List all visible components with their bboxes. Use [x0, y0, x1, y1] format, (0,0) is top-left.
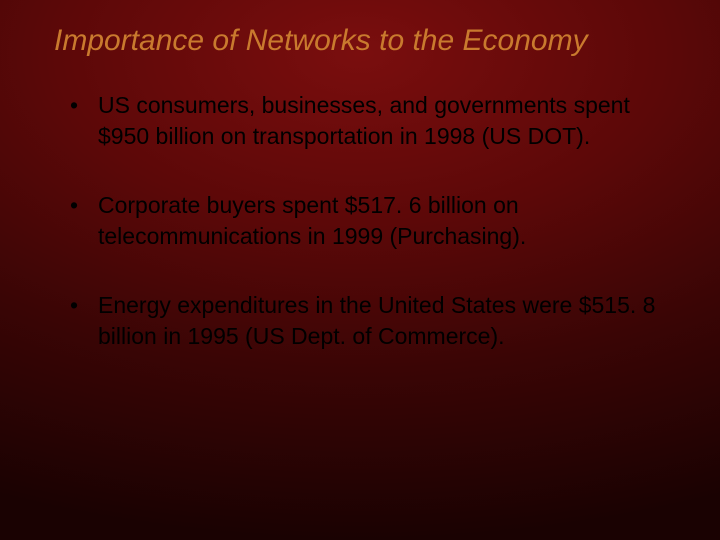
slide: Importance of Networks to the Economy US…: [0, 0, 720, 540]
list-item: Corporate buyers spent $517. 6 billion o…: [70, 190, 666, 252]
bullet-list: US consumers, businesses, and government…: [54, 90, 666, 352]
slide-title: Importance of Networks to the Economy: [54, 22, 666, 60]
list-item: Energy expenditures in the United States…: [70, 290, 666, 352]
list-item: US consumers, businesses, and government…: [70, 90, 666, 152]
